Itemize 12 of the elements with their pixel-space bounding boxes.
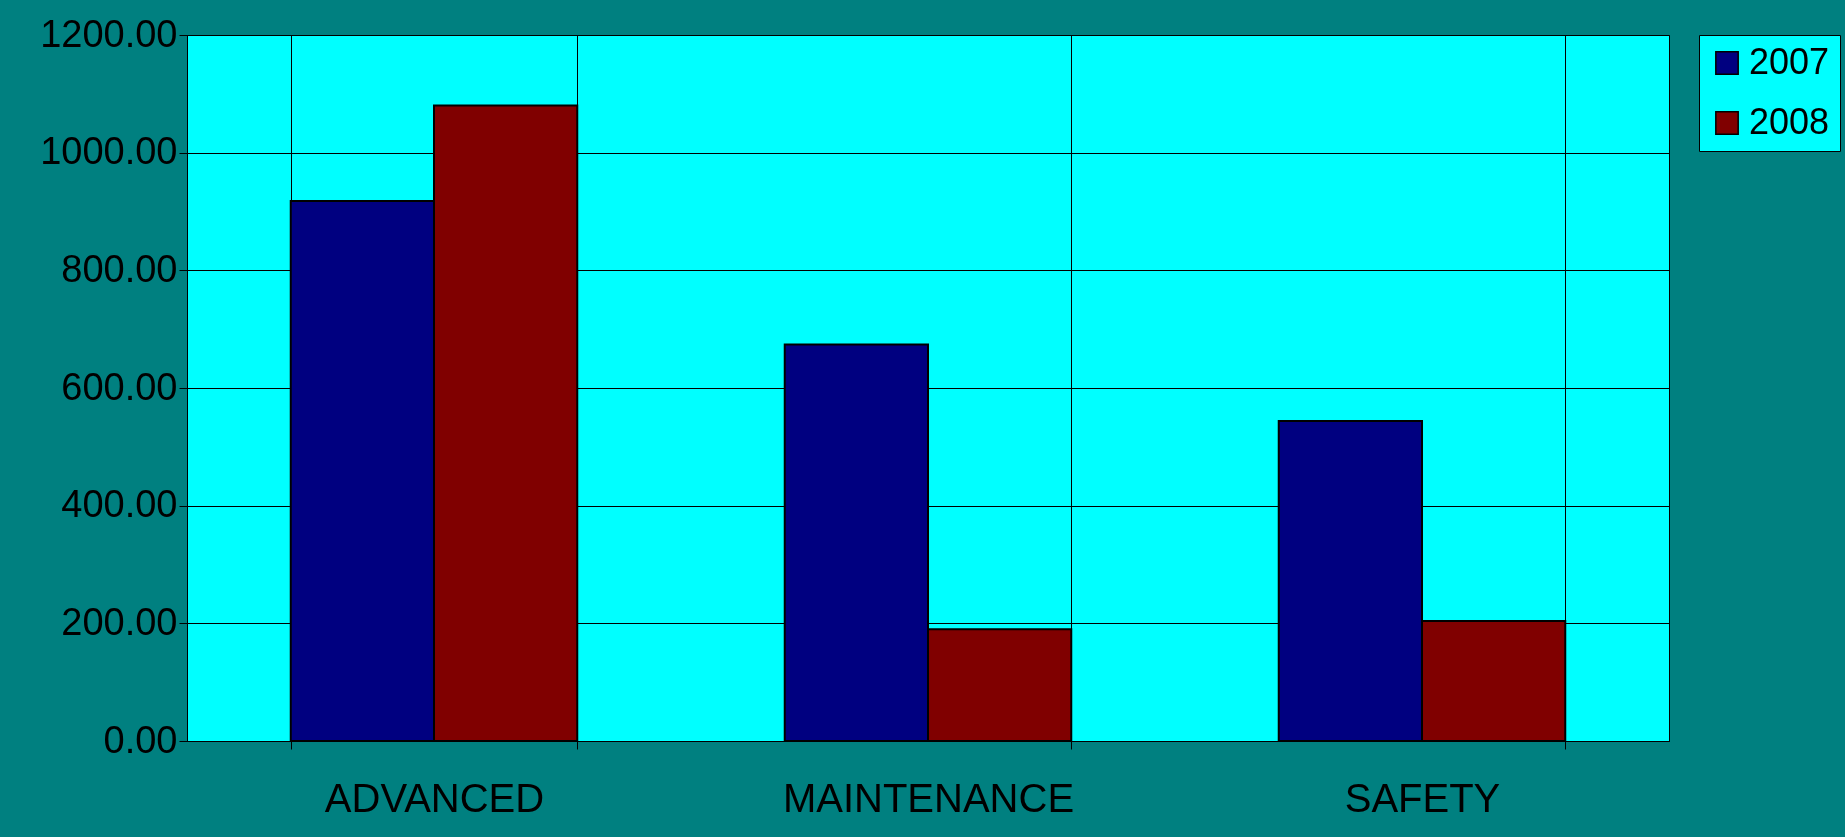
- y-tick-label: 1200.00: [40, 12, 178, 55]
- y-tick-label: 800.00: [61, 247, 178, 290]
- y-tick-label: 600.00: [61, 365, 178, 408]
- y-tick-label: 400.00: [61, 483, 178, 526]
- y-tick-label: 0.00: [103, 718, 178, 761]
- y-tick-label: 1000.00: [40, 130, 178, 173]
- legend-label: 2008: [1749, 101, 1830, 142]
- legend-label: 2007: [1749, 41, 1830, 82]
- x-tick-label: ADVANCED: [324, 775, 545, 820]
- x-tick-label: MAINTENANCE: [782, 775, 1075, 820]
- y-tick-label: 200.00: [61, 600, 178, 643]
- x-tick-label: SAFETY: [1344, 775, 1501, 820]
